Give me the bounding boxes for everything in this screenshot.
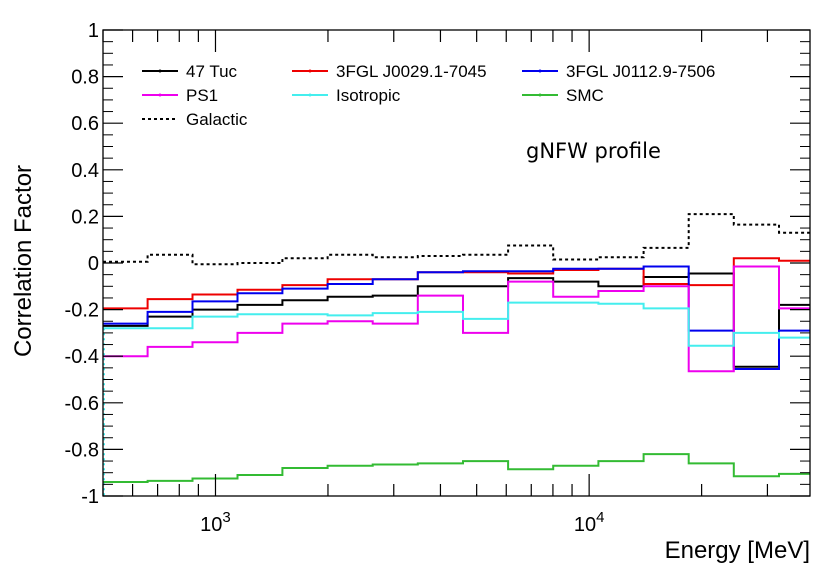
y-tick-label: -1 [81, 486, 99, 508]
legend-label: SMC [566, 86, 604, 105]
y-tick-label: 0 [88, 253, 99, 275]
legend-entry: SMC [522, 86, 604, 105]
series-line [103, 265, 810, 370]
legend: 47 Tuc PS1 Galactic 3FGL J0029.1-7045 Isotro… [142, 62, 715, 129]
legend-entry: 3FGL J0112.9-7506 [522, 62, 715, 81]
legend-marker [308, 69, 312, 73]
y-tick-label: -0.4 [65, 346, 99, 368]
profile-annotation: gNFW profile [526, 139, 661, 163]
series-5 [103, 453, 810, 483]
ticks-layer [102, 29, 810, 497]
legend-marker [308, 93, 312, 97]
y-tick-label: 0.2 [71, 206, 99, 228]
y-tick-label: -0.6 [65, 393, 99, 415]
legend-marker [158, 93, 162, 97]
series-4 [103, 301, 810, 347]
tick-labels: -1 -0.8 -0.6 -0.4 -0.2 0 0.2 0.4 0.6 0.8 1 103 104 [65, 20, 605, 536]
legend-entry: Isotropic [292, 86, 401, 105]
x-tick-label: 104 [574, 509, 605, 536]
series-line [103, 213, 810, 266]
series-line [103, 301, 810, 347]
x-axis-title: Energy [MeV] [665, 537, 810, 564]
x-tick-label: 103 [200, 509, 231, 536]
legend-entry: Galactic [142, 110, 248, 129]
y-tick-label: -0.8 [65, 439, 99, 461]
series-2 [103, 265, 810, 370]
y-tick-label: 0.8 [71, 67, 99, 89]
legend-label: 3FGL J0029.1-7045 [336, 62, 487, 81]
series-1 [103, 257, 810, 310]
y-tick-label: 1 [88, 20, 99, 42]
legend-marker [158, 69, 162, 73]
legend-marker [538, 69, 542, 73]
y-axis-title: Correlation Factor [10, 165, 37, 357]
series-line [103, 453, 810, 483]
legend-entry: 47 Tuc [142, 62, 238, 81]
legend-label: 47 Tuc [186, 62, 238, 81]
legend-marker [538, 93, 542, 97]
legend-label: 3FGL J0112.9-7506 [566, 62, 715, 81]
series-layer [103, 213, 810, 496]
y-tick-label: 0.6 [71, 113, 99, 135]
series-line [103, 257, 810, 310]
legend-entry: PS1 [142, 86, 218, 105]
y-tick-label: -0.2 [65, 300, 99, 322]
legend-entry: 3FGL J0029.1-7045 [292, 62, 487, 81]
legend-label: PS1 [186, 86, 218, 105]
legend-label: Isotropic [336, 86, 401, 105]
legend-label: Galactic [186, 110, 248, 129]
series-6 [103, 213, 810, 266]
y-tick-label: 0.4 [71, 160, 99, 182]
